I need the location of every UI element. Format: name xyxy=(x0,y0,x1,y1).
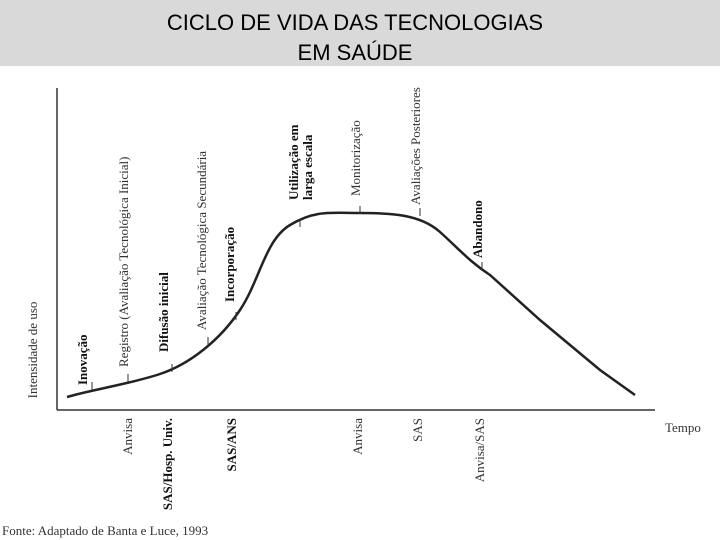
agency-label: Anvisa/SAS xyxy=(472,418,487,482)
stage-label: Inovação xyxy=(75,334,90,385)
stage-label: larga escala xyxy=(300,134,315,200)
y-axis-label: Intensidade de uso xyxy=(25,302,40,399)
agency-label: SAS/Hosp. Univ. xyxy=(160,418,175,510)
stage-label: Abandono xyxy=(470,200,485,258)
x-axis-label: Tempo xyxy=(665,420,701,435)
stage-label: Registro (Avaliação Tecnológica Inicial) xyxy=(116,157,131,368)
stage-label: Avaliações Posteriores xyxy=(408,87,423,205)
title-banner xyxy=(0,0,720,66)
source: Fonte: Adaptado de Banta e Luce, 1993 xyxy=(2,523,208,538)
title-line: EM SAÚDE xyxy=(298,40,413,65)
agency-label: SAS/ANS xyxy=(224,418,239,471)
stage-label: Difusão inicial xyxy=(156,272,171,352)
agency-label: Anvisa xyxy=(350,418,365,455)
stage-label: Avaliação Tecnológica Secundária xyxy=(194,151,209,330)
diagram: Intensidade de uso Tempo xyxy=(25,88,701,435)
life-cycle-curve xyxy=(66,211,636,399)
agency-label: SAS xyxy=(410,418,425,442)
stage-label: Incorporação xyxy=(222,227,237,302)
stage-label: Monitorização xyxy=(348,120,363,196)
agency-label: Anvisa xyxy=(120,418,135,455)
title-line: CICLO DE VIDA DAS TECNOLOGIAS xyxy=(167,10,543,35)
stage-label: Utilização em xyxy=(286,124,301,200)
